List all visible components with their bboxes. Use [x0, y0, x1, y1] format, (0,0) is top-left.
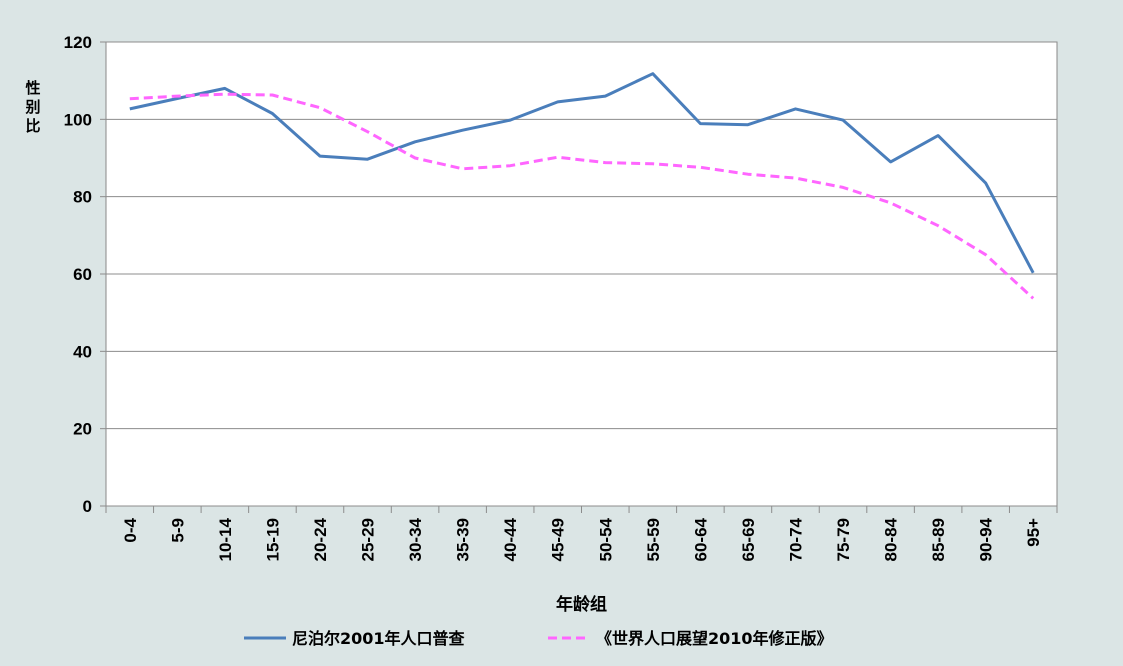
- gridlines: [106, 41, 1057, 507]
- x-tick-label: 15-19: [263, 518, 282, 561]
- x-tick-label: 75-79: [834, 518, 853, 561]
- legend: 尼泊尔2001年人口普查 《世界人口展望2010年修正版》: [244, 629, 833, 648]
- x-tick-label: 90-94: [977, 517, 996, 561]
- x-tick-label: 80-84: [882, 517, 901, 561]
- x-tick-label: 65-69: [739, 518, 758, 561]
- x-tick-label: 25-29: [359, 518, 378, 561]
- x-tick-label: 60-64: [691, 517, 710, 561]
- x-tick-label: 10-14: [216, 517, 235, 561]
- y-axis-title: 性别比: [24, 79, 40, 135]
- legend-label-2: 《世界人口展望2010年修正版》: [596, 629, 833, 648]
- y-tick-label: 80: [73, 188, 92, 207]
- series-line-1: [129, 72, 1035, 274]
- x-tick-label: 45-49: [549, 518, 568, 561]
- y-axis-ticks: 0 20 40 60 80 100 120: [64, 33, 106, 516]
- legend-label-1: 尼泊尔2001年人口普查: [292, 629, 465, 648]
- x-tick-label: 50-54: [596, 517, 615, 561]
- x-tick-label: 5-9: [168, 518, 187, 543]
- x-tick-label: 35-39: [454, 518, 473, 561]
- x-tick-label: 0-4: [121, 517, 140, 542]
- x-axis-title: 年龄组: [556, 594, 607, 615]
- series-line-2: [129, 92, 1035, 300]
- y-tick-label: 20: [73, 420, 92, 439]
- y-tick-label: 120: [64, 33, 92, 52]
- x-axis-ticks: 0-4 5-9 10-14 15-19 20-24 25-29 30-34 35-39 40-4…: [105, 506, 1058, 561]
- y-tick-label: 60: [73, 265, 92, 284]
- x-tick-label: 85-89: [929, 518, 948, 561]
- y-tick-label: 40: [73, 342, 92, 361]
- x-tick-label: 55-59: [644, 518, 663, 561]
- x-tick-label: 30-34: [406, 517, 425, 561]
- x-tick-label: 95+: [1024, 518, 1043, 547]
- x-tick-label: 20-24: [311, 517, 330, 561]
- y-tick-label: 100: [64, 110, 92, 129]
- series-lines: [129, 72, 1035, 300]
- x-tick-label: 70-74: [786, 517, 805, 561]
- x-tick-label: 40-44: [501, 517, 520, 561]
- y-tick-label: 0: [83, 497, 92, 516]
